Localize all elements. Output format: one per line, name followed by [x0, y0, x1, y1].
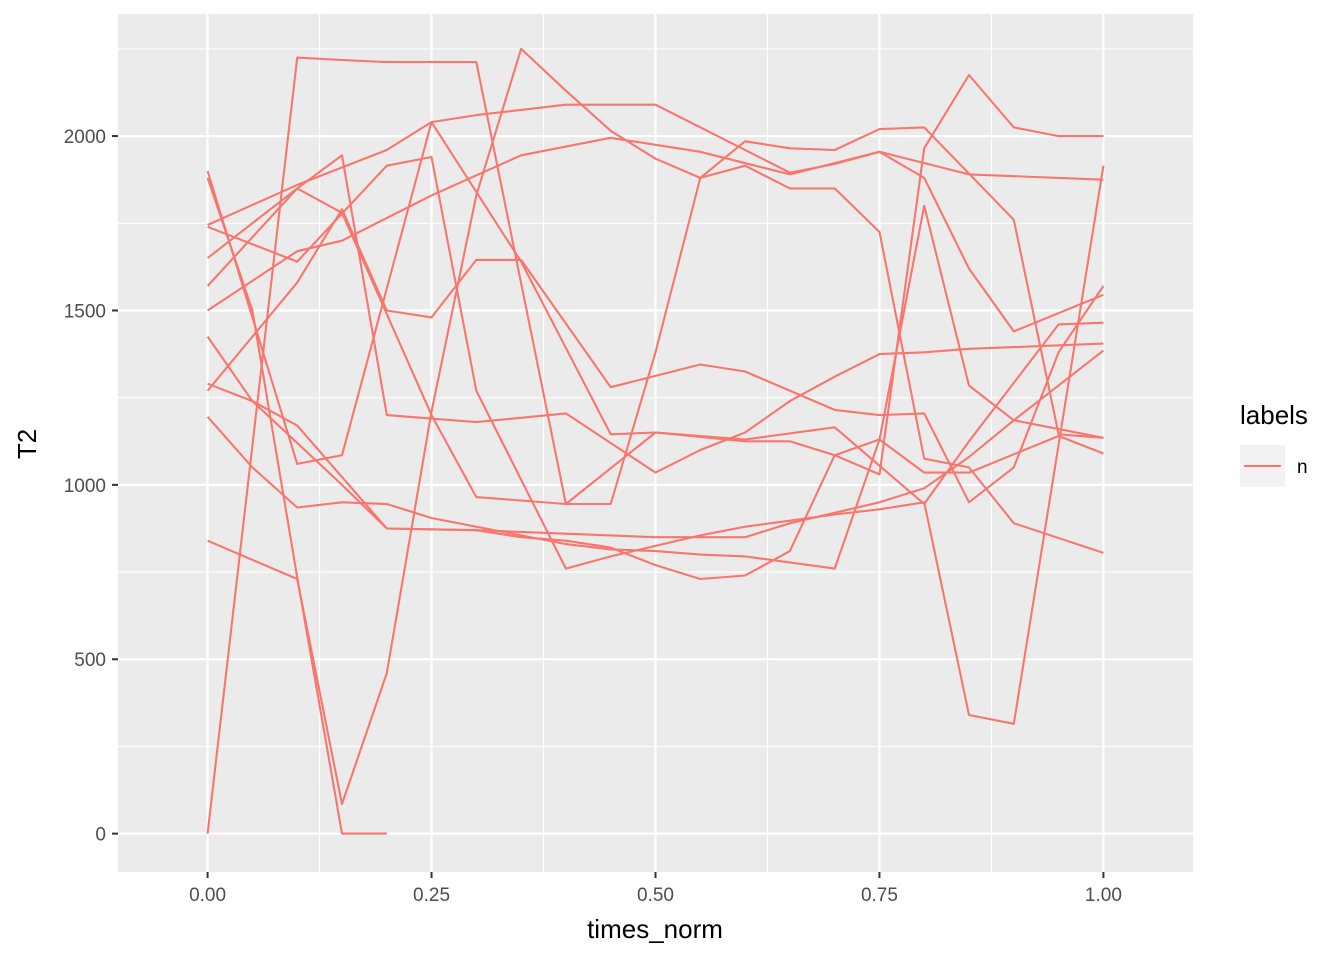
y-tick-label: 2000: [64, 127, 106, 148]
x-tick-label: 0.50: [637, 885, 674, 906]
x-axis-title: times_norm: [587, 914, 723, 944]
x-tick-label: 0.75: [861, 885, 898, 906]
y-tick-label: 0: [95, 825, 106, 846]
plot-panel: [118, 14, 1193, 872]
series-line-6: [206, 154, 1104, 474]
series-line-13: [206, 177, 387, 835]
series-line-10: [207, 73, 1104, 581]
x-tick-label: 0.00: [189, 885, 226, 906]
y-tick-label: 1000: [64, 476, 106, 497]
series-line-3: [207, 103, 1104, 333]
series-line-11: [207, 47, 1104, 806]
legend-entry-n: n: [1297, 457, 1308, 478]
x-tick-label: 0.25: [413, 885, 450, 906]
x-axis-ticks: 0.00 0.25 0.50 0.75 1.00: [189, 872, 1122, 906]
y-axis-ticks: 0 500 1000 1500 2000: [64, 127, 118, 846]
legend-title: labels: [1240, 400, 1308, 430]
legend: labels n: [1240, 400, 1308, 487]
series-line-7: [206, 336, 1105, 539]
series-line-12: [206, 164, 1104, 554]
series-layer: [206, 47, 1105, 835]
series-line-5: [206, 208, 1105, 504]
series-line-4: [207, 136, 1104, 312]
y-axis-title: T2: [12, 429, 42, 459]
y-tick-label: 500: [74, 650, 106, 671]
x-tick-label: 1.00: [1085, 885, 1122, 906]
series-line-9: [207, 155, 1105, 725]
y-tick-label: 1500: [64, 301, 106, 322]
